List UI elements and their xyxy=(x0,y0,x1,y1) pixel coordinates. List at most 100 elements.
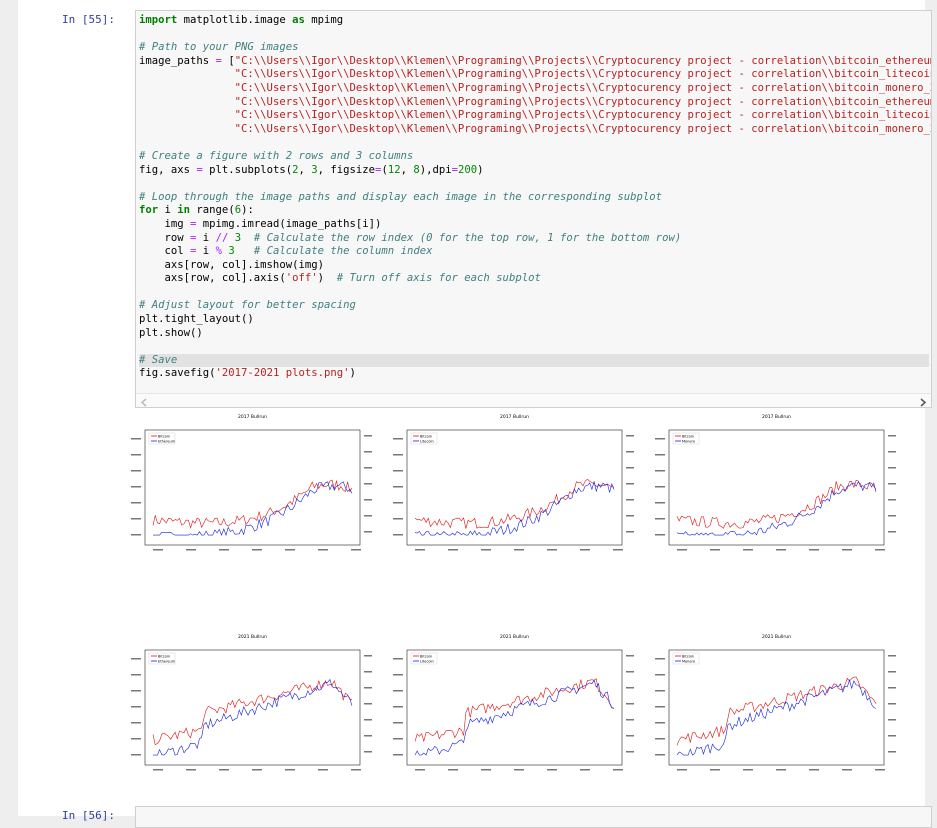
tick-label-placeholder xyxy=(285,769,295,771)
code-line: "C:\\Users\\Igor\\Desktop\\Klemen\\Progr… xyxy=(234,122,932,135)
horizontal-scrollbar[interactable] xyxy=(136,393,931,407)
plot-title: 2017 Bullrun xyxy=(500,414,529,420)
tick-label-placeholder xyxy=(710,549,720,551)
tick-label-placeholder xyxy=(677,549,687,551)
tick-label-placeholder xyxy=(842,769,852,771)
tick-label-placeholder xyxy=(888,499,896,501)
code-cell[interactable]: import matplotlib.image as mpimg # Path t… xyxy=(135,10,932,408)
scroll-arrows xyxy=(140,398,927,407)
code-block: # Loop through the image paths and displ… xyxy=(139,191,931,286)
legend-label: Ethereum xyxy=(158,439,176,443)
legend-label: Bitcoin xyxy=(682,434,694,438)
tick-label-placeholder xyxy=(655,486,665,488)
tick-label-placeholder xyxy=(655,674,665,676)
tick-label-placeholder xyxy=(285,549,295,551)
scroll-right[interactable] xyxy=(920,398,927,407)
tick-label-placeholder xyxy=(393,754,403,756)
plot-line xyxy=(153,678,353,756)
tick-label-placeholder xyxy=(131,674,141,676)
tick-label-placeholder xyxy=(547,549,557,551)
legend-label: Bitcoin xyxy=(682,654,694,658)
tick-label-placeholder xyxy=(626,751,634,753)
tick-label-placeholder xyxy=(655,706,665,708)
plot-line xyxy=(152,679,353,746)
tick-label-placeholder xyxy=(626,499,634,501)
tick-label-placeholder xyxy=(626,451,634,453)
tick-label-placeholder xyxy=(888,719,896,721)
tick-label-placeholder xyxy=(364,655,372,657)
tick-label-placeholder xyxy=(626,531,634,533)
tick-label-placeholder xyxy=(393,502,403,504)
scroll-left[interactable] xyxy=(140,398,147,407)
tick-label-placeholder xyxy=(364,703,372,705)
plot-title: 2021 Bullrun xyxy=(762,634,791,640)
legend-label: Bitcoin xyxy=(420,434,432,438)
next-code-cell[interactable] xyxy=(135,806,932,828)
tick-label-placeholder xyxy=(655,470,665,472)
plot-frame xyxy=(668,429,885,546)
tick-label-placeholder xyxy=(481,769,491,771)
tick-label-placeholder xyxy=(364,735,372,737)
tick-label-placeholder xyxy=(131,486,141,488)
tick-label-placeholder xyxy=(888,655,896,657)
tick-label-placeholder xyxy=(888,515,896,517)
tick-label-placeholder xyxy=(393,706,403,708)
plot-line xyxy=(414,678,615,743)
tick-label-placeholder xyxy=(888,735,896,737)
plot-line xyxy=(414,679,615,756)
code-block: import matplotlib.image as mpimg xyxy=(139,14,931,28)
tick-label-placeholder xyxy=(131,470,141,472)
plot-line xyxy=(676,480,877,529)
tick-label-placeholder xyxy=(888,687,896,689)
tick-label-placeholder xyxy=(626,687,634,689)
plot-line xyxy=(153,481,353,537)
tick-label-placeholder xyxy=(393,722,403,724)
tick-label-placeholder xyxy=(888,451,896,453)
tick-label-placeholder xyxy=(364,467,372,469)
tick-label-placeholder xyxy=(655,438,665,440)
tick-label-placeholder xyxy=(580,769,590,771)
legend-box xyxy=(410,652,438,665)
tick-label-placeholder xyxy=(655,658,665,660)
legend-label: Bitcoin xyxy=(420,654,432,658)
tick-label-placeholder xyxy=(776,549,786,551)
tick-label-placeholder xyxy=(888,467,896,469)
code-line: import matplotlib.image as mpimg xyxy=(139,14,344,26)
code-block: # Save fig.savefig('2017-2021 plots.png') xyxy=(139,353,931,381)
code-line: img = mpimg.imread(image_paths[i]) xyxy=(139,217,382,230)
tick-label-placeholder xyxy=(364,483,372,485)
code-line: # Path to your PNG images xyxy=(139,41,299,54)
code-line: axs[row, col].axis('off') # Turn off axi… xyxy=(139,272,541,285)
tick-label-placeholder xyxy=(626,515,634,517)
code-block: # Adjust layout for better spacing plt.ti… xyxy=(139,299,931,340)
code-line: axs[row, col].imshow(img) xyxy=(139,258,324,271)
tick-label-placeholder xyxy=(613,549,623,551)
code-line: "C:\\Users\\Igor\\Desktop\\Klemen\\Progr… xyxy=(234,95,932,108)
tick-label-placeholder xyxy=(580,549,590,551)
tick-label-placeholder xyxy=(252,549,262,551)
tick-label-placeholder xyxy=(626,703,634,705)
tick-label-placeholder xyxy=(131,690,141,692)
tick-label-placeholder xyxy=(393,534,403,536)
tick-label-placeholder xyxy=(481,549,491,551)
tick-label-placeholder xyxy=(547,769,557,771)
tick-label-placeholder xyxy=(393,518,403,520)
tick-label-placeholder xyxy=(219,769,229,771)
plot-line xyxy=(152,479,353,529)
tick-label-placeholder xyxy=(131,454,141,456)
tick-label-placeholder xyxy=(364,499,372,501)
code-line: col = i % 3 # Calculate the column index xyxy=(139,245,433,258)
tick-label-placeholder xyxy=(448,549,458,551)
plot-frame xyxy=(144,649,361,766)
code-block: # Path to your PNG images image_paths = [… xyxy=(139,41,932,136)
tick-label-placeholder xyxy=(655,454,665,456)
legend-box xyxy=(148,432,176,445)
tick-label-placeholder xyxy=(655,518,665,520)
tick-label-placeholder xyxy=(252,769,262,771)
tick-label-placeholder xyxy=(655,534,665,536)
legend-label: Litecoin xyxy=(420,659,434,663)
tick-label-placeholder xyxy=(219,549,229,551)
cell-prompt: In [55]: xyxy=(62,13,115,26)
tick-label-placeholder xyxy=(776,769,786,771)
